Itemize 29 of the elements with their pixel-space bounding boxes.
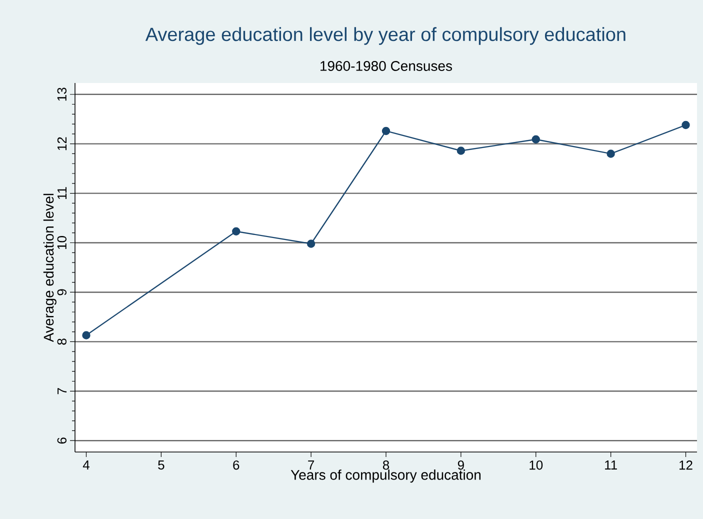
x-axis-title: Years of compulsory education (290, 470, 481, 483)
x-tick-label: 11 (605, 460, 617, 470)
x-tick-label: 8 (382, 460, 390, 470)
y-tick-label: 13 (57, 88, 66, 101)
y-tick-label: 11 (58, 187, 66, 200)
point (456, 146, 466, 155)
y-tick-label: 6 (57, 438, 66, 444)
chart-subtitle: 1960-1980 Censuses (320, 61, 452, 71)
point (382, 126, 390, 136)
y-tick-label: 12 (57, 137, 66, 150)
x-tick-label: 7 (308, 460, 314, 470)
x-tick-label: 9 (458, 460, 464, 470)
point (682, 120, 690, 130)
y-tick-label: 8 (57, 338, 66, 345)
chart-title: Average education level by year of compulsory education (145, 27, 626, 45)
x-tick-label: 12 (680, 460, 692, 470)
point (532, 135, 540, 144)
x-tick-label: 10 (530, 460, 543, 470)
x-tick-label: 5 (158, 460, 164, 470)
y-tick-label: 9 (57, 289, 66, 296)
point (82, 331, 90, 340)
point (306, 240, 316, 248)
y-tick-label: 7 (58, 388, 66, 394)
y-axis-title: Average education level (43, 194, 56, 342)
x-tick-label: 6 (233, 460, 240, 470)
point (232, 227, 240, 236)
point (606, 150, 615, 158)
x-tick-label: 4 (82, 460, 90, 470)
y-tick-label: 10 (57, 236, 66, 249)
